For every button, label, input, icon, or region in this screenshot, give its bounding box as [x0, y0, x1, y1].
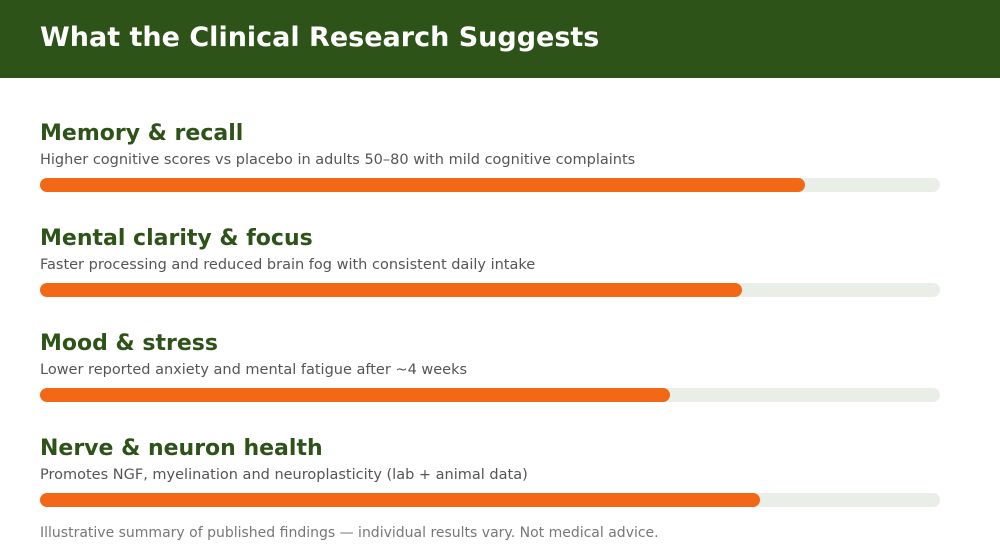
finding: Mood & stress Lower reported anxiety and … [40, 330, 940, 420]
finding-description: Higher cognitive scores vs placebo in ad… [40, 152, 636, 168]
finding-title: Mental clarity & focus [40, 226, 313, 251]
bar-fill [40, 388, 670, 402]
bar-track [40, 493, 940, 507]
bar-fill [40, 178, 805, 192]
finding-title: Mood & stress [40, 331, 218, 356]
finding-title: Memory & recall [40, 121, 244, 146]
header: What the Clinical Research Suggests [0, 0, 1000, 78]
finding: Nerve & neuron health Promotes NGF, myeli… [40, 435, 940, 525]
bar-track [40, 388, 940, 402]
bar-track [40, 178, 940, 192]
footer-note: Illustrative summary of published findin… [40, 525, 659, 541]
bar-fill [40, 283, 742, 297]
finding: Memory & recall Higher cognitive scores v… [40, 120, 940, 210]
header-title: What the Clinical Research Suggests [40, 22, 600, 53]
finding-title: Nerve & neuron health [40, 436, 323, 461]
bar-fill [40, 493, 760, 507]
finding-description: Lower reported anxiety and mental fatigu… [40, 362, 468, 378]
finding-description: Faster processing and reduced brain fog … [40, 257, 536, 273]
finding: Mental clarity & focus Faster processing … [40, 225, 940, 315]
finding-description: Promotes NGF, myelination and neuroplast… [40, 467, 528, 483]
bar-track [40, 283, 940, 297]
